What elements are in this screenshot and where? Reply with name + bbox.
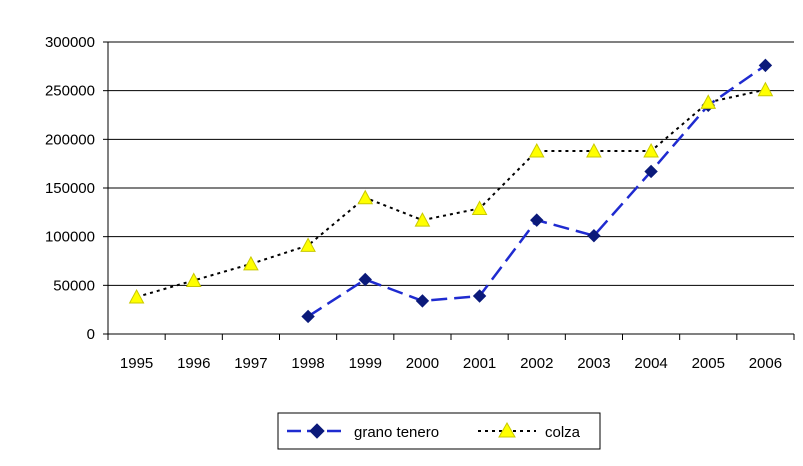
data-point-colza: [185, 272, 202, 287]
data-point-grano-tenero: [530, 213, 544, 227]
data-point-grano-tenero: [758, 58, 773, 73]
data-point-colza: [471, 200, 488, 215]
x-tick-label: 2005: [692, 355, 725, 372]
x-tick-label: 1999: [349, 355, 382, 372]
data-point-colza: [357, 189, 374, 205]
y-tick-label: 250000: [45, 83, 95, 100]
legend-label-colza: colza: [545, 424, 581, 441]
legend-label-grano-tenero: grano tenero: [354, 424, 439, 441]
data-point-grano-tenero: [358, 272, 372, 287]
data-point-colza: [128, 288, 145, 304]
data-point-colza: [643, 142, 659, 158]
data-point-colza: [300, 237, 316, 252]
y-tick-label: 150000: [45, 180, 95, 197]
x-tick-label: 2006: [749, 355, 782, 372]
y-tick-label: 50000: [53, 277, 95, 294]
series-colza: [128, 81, 774, 304]
x-tick-label: 2001: [463, 355, 496, 372]
data-point-grano-tenero: [415, 294, 430, 308]
data-point-grano-tenero: [644, 164, 658, 179]
data-point-colza: [700, 94, 717, 109]
y-tick-label: 200000: [45, 131, 95, 148]
x-tick-label: 1996: [177, 355, 210, 372]
data-point-colza: [757, 81, 774, 97]
legend-marker-grano-tenero: [309, 423, 325, 439]
y-tick-label: 0: [87, 326, 95, 343]
data-point-colza: [243, 255, 259, 271]
x-tick-label: 2004: [634, 355, 667, 372]
gridlines: [108, 41, 794, 286]
x-tick-label: 2002: [520, 355, 553, 372]
series-line-colza: [136, 88, 766, 298]
y-tick-label: 100000: [45, 229, 95, 246]
axes: [103, 41, 795, 340]
data-point-colza: [528, 142, 545, 158]
data-point-grano-tenero: [301, 309, 315, 324]
data-point-grano-tenero: [587, 228, 601, 243]
data-point-colza: [586, 142, 602, 158]
series-line-grano-tenero: [307, 64, 767, 318]
x-tick-label: 2000: [406, 355, 439, 372]
x-tick-labels: 1995 1996 1997 1998 1999 2000 2001 2002 2003 2004…: [120, 355, 782, 372]
series-grano-tenero: [301, 58, 773, 324]
data-point-colza: [414, 212, 431, 227]
x-tick-label: 1998: [291, 355, 324, 372]
x-tick-label: 2003: [577, 355, 610, 372]
series: [128, 58, 774, 324]
x-tick-label: 1995: [120, 355, 153, 372]
x-tick-label: 1997: [234, 355, 267, 372]
legend: grano tenero colza: [277, 412, 601, 450]
y-tick-labels: 0 50000 100000 150000 200000 250000 300000: [45, 34, 95, 343]
y-tick-label: 300000: [45, 34, 95, 51]
legend-marker-colza: [498, 421, 516, 438]
data-point-grano-tenero: [472, 289, 487, 303]
